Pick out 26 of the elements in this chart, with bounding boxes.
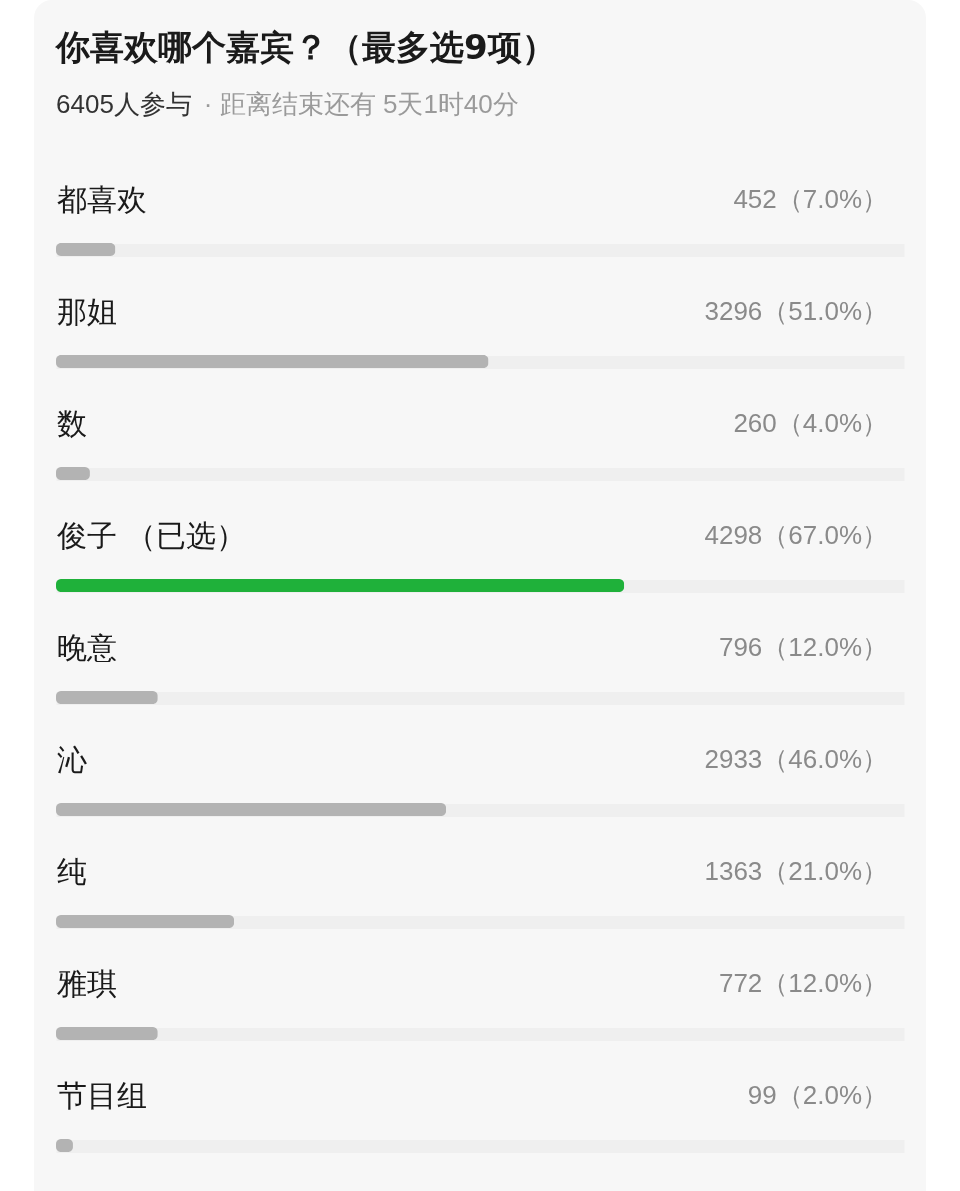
y-tick-label: 雅琪 — [56, 965, 117, 1001]
data-label: 772（12.0%） — [718, 968, 888, 999]
y-tick-label: 节目组 — [56, 1077, 147, 1113]
y-tick-label: 俊子 （已选） — [55, 518, 247, 553]
y-tick-label: 纯 — [56, 854, 87, 889]
bar — [56, 1026, 158, 1040]
data-label: 3296（51.0%） — [704, 296, 888, 327]
data-label: 4298（67.0%） — [704, 520, 888, 551]
chart-title: 你喜欢哪个嘉宾？（最多选9项） — [56, 27, 556, 67]
y-tick-label: 数 — [56, 406, 87, 441]
y-tick-label: 都喜欢 — [56, 182, 147, 217]
bar — [56, 243, 116, 256]
bar — [56, 691, 158, 704]
bar — [56, 915, 235, 928]
y-tick-label: 晚意 — [56, 630, 117, 665]
y-tick-label: 沁 — [56, 742, 87, 777]
data-label: 99（2.0%） — [747, 1080, 888, 1111]
data-label: 796（12.0%） — [718, 632, 888, 663]
data-label: 452（7.0%） — [733, 184, 888, 215]
chart-subtitle: 6405人参与 — [56, 89, 192, 119]
data-label: 2933（46.0%） — [704, 744, 888, 775]
text: · 距离结束还有 5天1时40分 — [203, 89, 519, 119]
data-label: 1363（21.0%） — [704, 856, 888, 887]
bar — [56, 467, 90, 480]
data-label: 260（4.0%） — [733, 408, 888, 439]
y-tick-label: 那姐 — [56, 294, 117, 329]
